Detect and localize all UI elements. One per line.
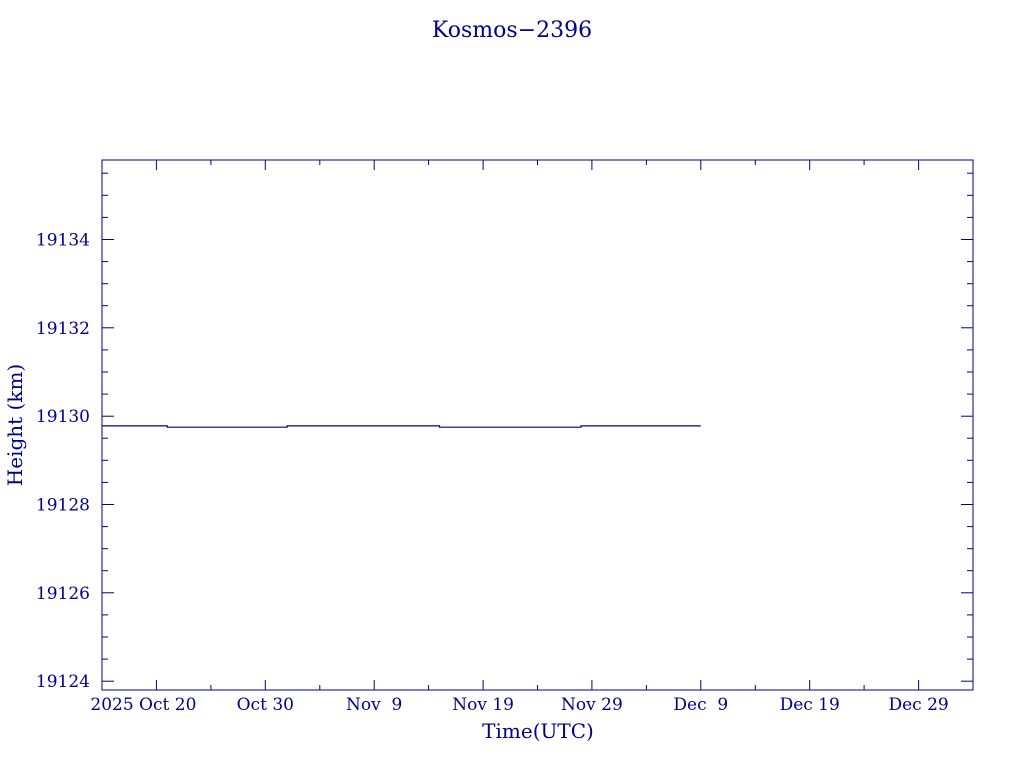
y-tick-label: 19132 bbox=[36, 319, 90, 339]
series-layer bbox=[102, 425, 701, 428]
x-tick-labels: 2025 Oct 20 Oct 30 Nov 9 Nov 19 Nov 29 Dec 9 D… bbox=[90, 695, 948, 715]
x-tick-label: Dec 9 bbox=[673, 695, 728, 715]
x-tick-label: Oct 30 bbox=[237, 695, 294, 715]
x-tick-label: Dec 19 bbox=[780, 695, 840, 715]
chart-title: Kosmos−2396 bbox=[432, 18, 592, 43]
x-axis-ticks bbox=[101, 160, 974, 690]
y-tick-label: 19124 bbox=[36, 672, 90, 692]
plot-frame bbox=[101, 159, 974, 691]
x-tick-label: 2025 Oct 20 bbox=[90, 695, 196, 715]
y-axis-title: Height (km) bbox=[3, 364, 27, 486]
y-axis-ticks bbox=[102, 172, 973, 682]
series-line-0 bbox=[102, 425, 701, 428]
x-tick-label: Nov 29 bbox=[561, 695, 623, 715]
x-tick-label: Nov 19 bbox=[452, 695, 514, 715]
x-tick-label: Nov 9 bbox=[346, 695, 402, 715]
x-axis-title: Time(UTC) bbox=[482, 719, 594, 743]
y-tick-label: 19134 bbox=[36, 231, 90, 251]
y-tick-label: 19126 bbox=[36, 584, 90, 604]
y-tick-labels: 19124 19126 19128 19130 19132 19134 bbox=[36, 231, 90, 693]
y-tick-label: 19130 bbox=[36, 407, 90, 427]
y-tick-label: 19128 bbox=[36, 496, 90, 516]
x-tick-label: Dec 29 bbox=[888, 695, 948, 715]
